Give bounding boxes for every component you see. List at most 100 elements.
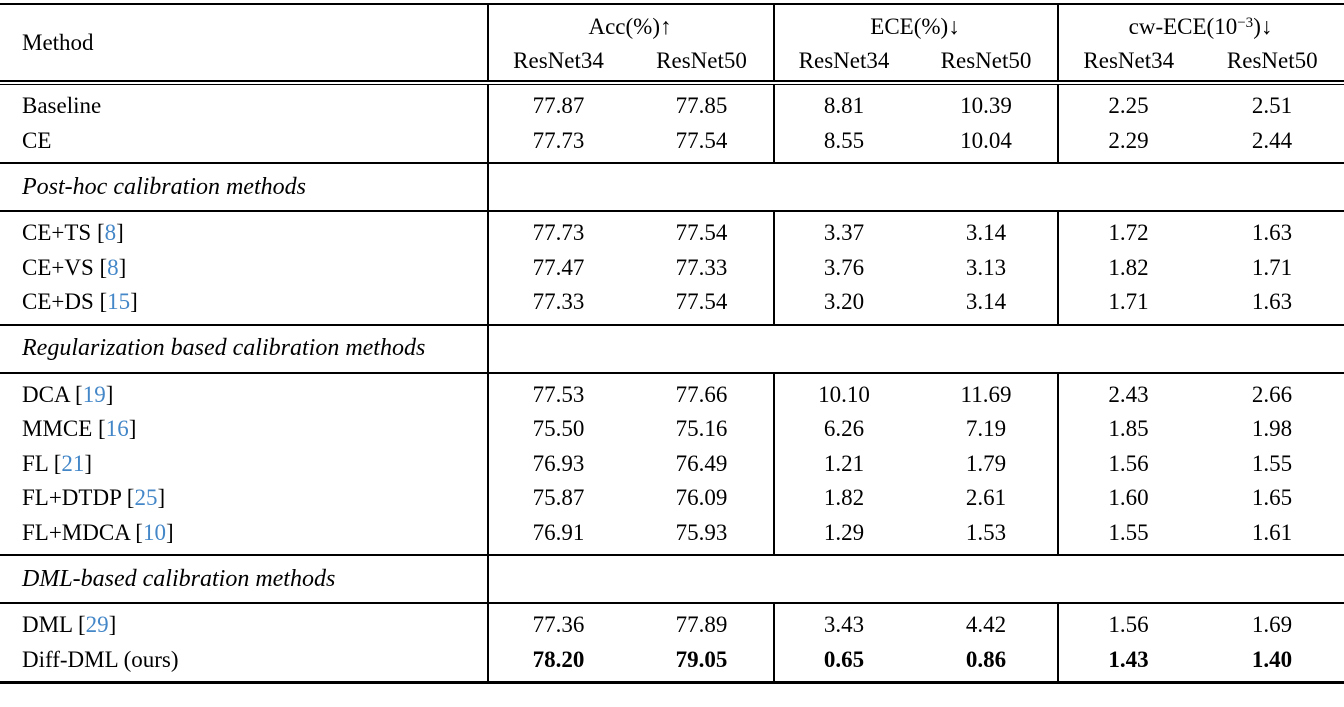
col-group-cw-ece: cw-ECE(10 −3)↓ ResNet34 ResNet50 — [1057, 5, 1344, 80]
method-name: CE+TS [ — [22, 220, 105, 245]
column-divider — [1057, 212, 1059, 324]
group-label-text: Acc(%)↑ — [588, 14, 672, 39]
value-cell: 1.63 — [1251, 220, 1293, 245]
citation-link[interactable]: 16 — [105, 416, 129, 441]
value-cell: 76.91 — [532, 519, 585, 545]
section-rows-block: Baseline 77.87 77.85 8.81 10.39 2.25 2.51 CE 77.… — [0, 85, 1344, 162]
method-name: DCA [ — [22, 381, 83, 407]
value-cell: 75.87 — [532, 485, 585, 510]
value-cell: 75.93 — [675, 519, 728, 545]
value-cell: 1.82 — [1108, 254, 1149, 280]
column-divider — [773, 604, 775, 681]
subheader-cw-ece: ResNet34 ResNet50 — [1057, 42, 1344, 80]
method-name: DML [ — [22, 612, 86, 637]
column-divider — [487, 556, 489, 602]
value-cell: 76.09 — [675, 485, 728, 510]
table-row: CE+TS [8] 77.73 77.54 3.37 3.14 1.72 1.63 — [0, 216, 1344, 251]
value-cell: 1.72 — [1108, 220, 1149, 245]
value-cell: 78.20 — [532, 646, 585, 672]
citation-link[interactable]: 25 — [134, 485, 158, 510]
column-divider — [487, 85, 489, 162]
citation-link[interactable]: 21 — [61, 450, 85, 476]
value-cell: 8.81 — [823, 93, 865, 118]
column-divider — [487, 604, 489, 681]
column-divider — [487, 325, 489, 372]
value-cell: 77.87 — [532, 93, 585, 118]
citation-link[interactable]: 15 — [107, 289, 131, 314]
value-cell: 76.93 — [532, 450, 585, 476]
value-cell: 77.36 — [532, 612, 585, 637]
method-cell: CE+DS [15] — [0, 285, 487, 320]
value-cell: 3.14 — [965, 289, 1007, 314]
citation-link[interactable]: 8 — [107, 254, 119, 280]
citation-link[interactable]: 29 — [85, 612, 109, 637]
section-rule — [0, 210, 1344, 212]
value-cell: 7.19 — [965, 416, 1007, 441]
value-cell: 1.40 — [1251, 646, 1293, 672]
value-cell: 77.53 — [532, 381, 585, 407]
citation-link[interactable]: 8 — [104, 220, 117, 245]
column-divider — [773, 85, 775, 162]
section-header-row: Post-hoc calibration methods — [0, 164, 1344, 210]
value-cell: 1.63 — [1251, 289, 1293, 314]
value-cell: 2.66 — [1251, 381, 1293, 407]
value-cell: 3.43 — [823, 612, 865, 637]
method-cell: CE+VS [8] — [0, 251, 487, 286]
value-cell: 75.50 — [532, 416, 585, 441]
section-rows-block: DCA [19] 77.53 77.66 10.10 11.69 2.43 2.66 MMCE… — [0, 373, 1344, 554]
value-cell: 1.56 — [1108, 612, 1149, 637]
method-cell: DML [29] — [0, 608, 487, 643]
group-label-acc: Acc(%)↑ — [487, 5, 773, 42]
value-cell: 77.47 — [532, 254, 585, 280]
value-cell: 1.43 — [1108, 646, 1149, 672]
group-label-text: ECE(%)↓ — [870, 14, 960, 39]
value-cell: 4.42 — [965, 612, 1007, 637]
method-name: CE+VS [ — [22, 254, 108, 280]
method-name: CE — [22, 127, 52, 153]
citation-bracket: ] — [84, 450, 93, 476]
column-divider — [1057, 373, 1059, 554]
subcol-ece-resnet50: ResNet50 — [940, 48, 1032, 73]
value-cell: 1.53 — [965, 519, 1007, 545]
value-cell: 3.37 — [823, 220, 865, 245]
table-row: CE 77.73 77.54 8.55 10.04 2.29 2.44 — [0, 124, 1344, 159]
value-cell: 2.29 — [1108, 127, 1149, 153]
column-divider — [487, 164, 489, 210]
value-cell: 2.43 — [1108, 381, 1149, 407]
citation-link[interactable]: 10 — [142, 519, 166, 545]
value-cell: 76.49 — [675, 450, 728, 476]
table-row: Diff-DML (ours) 78.20 79.05 0.65 0.86 1.43 1.4… — [0, 643, 1344, 678]
section-rule — [0, 162, 1344, 164]
value-cell: 3.14 — [965, 220, 1007, 245]
subheader-ece: ResNet34 ResNet50 — [773, 42, 1057, 80]
col-group-ece: ECE(%)↓ ResNet34 ResNet50 — [773, 5, 1057, 80]
value-cell: 77.66 — [675, 381, 728, 407]
subcol-cw-ece-resnet34: ResNet34 — [1083, 48, 1175, 73]
value-cell: 77.54 — [675, 127, 728, 153]
citation-link[interactable]: 19 — [82, 381, 106, 407]
value-cell: 1.71 — [1108, 289, 1149, 314]
method-cell: Baseline — [0, 89, 487, 124]
table-row: Baseline 77.87 77.85 8.81 10.39 2.25 2.51 — [0, 89, 1344, 124]
value-cell: 77.89 — [675, 612, 728, 637]
citation-bracket: ] — [116, 220, 124, 245]
section-rows-block: DML [29] 77.36 77.89 3.43 4.42 1.56 1.69 Diff-D… — [0, 604, 1344, 681]
method-cell: FL [21] — [0, 447, 487, 482]
column-divider — [487, 212, 489, 324]
section-header-row: DML-based calibration methods — [0, 556, 1344, 602]
table-header: Method Acc(%)↑ ResNet34 ResNet50 ECE(%)↓… — [0, 5, 1344, 80]
value-cell: 1.82 — [823, 485, 865, 510]
table-row: FL+DTDP [25] 75.87 76.09 1.82 2.61 1.60 1.65 — [0, 481, 1344, 516]
value-cell: 77.54 — [675, 289, 728, 314]
col-header-method: Method — [22, 29, 94, 55]
value-cell: 77.33 — [532, 289, 585, 314]
subcol-ece-resnet34: ResNet34 — [798, 48, 890, 73]
method-name: Diff-DML (ours) — [22, 646, 179, 672]
method-cell: CE+TS [8] — [0, 216, 487, 251]
value-cell: 2.61 — [965, 485, 1007, 510]
section-header-row: Regularization based calibration methods — [0, 325, 1344, 372]
citation-bracket: ] — [108, 612, 117, 637]
citation-bracket: ] — [157, 485, 166, 510]
table-row: FL [21] 76.93 76.49 1.21 1.79 1.56 1.55 — [0, 447, 1344, 482]
section-header-label: Regularization based calibration methods — [22, 335, 426, 361]
